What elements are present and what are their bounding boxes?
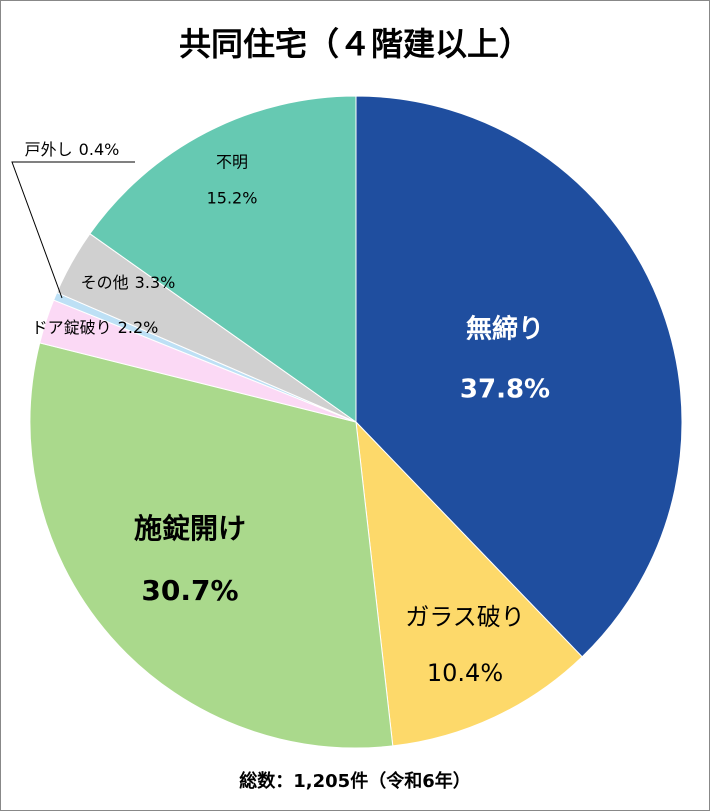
- value-label: 10.4%: [427, 659, 503, 687]
- slice-label: ドア錠破り 2.2%: [32, 318, 159, 337]
- value-label: 2.2%: [118, 318, 159, 337]
- chart-title: 共同住宅（４階建以上）: [179, 25, 531, 63]
- value-label: 37.8%: [460, 375, 550, 405]
- slice-label: ガラス破り: [405, 603, 525, 631]
- slice-label: 無締り: [466, 314, 544, 345]
- value-label: 3.3%: [135, 273, 176, 292]
- category-label: ドア錠破り: [32, 318, 112, 337]
- pie-slice: [89, 95, 357, 423]
- category-label: 戸外し: [25, 140, 73, 159]
- value-label: 0.4%: [79, 140, 120, 159]
- slice-label: 不明: [216, 153, 248, 172]
- value-label: 15.2%: [207, 189, 258, 208]
- slice-label: 戸外し 0.4%: [25, 140, 120, 159]
- slice-label: その他 3.3%: [81, 273, 176, 292]
- category-label: その他: [81, 273, 129, 292]
- pie-slice: [355, 420, 583, 747]
- annotation: 総数：1,205件（令和6年）: [239, 770, 470, 792]
- leader-line: [11, 161, 135, 299]
- pie-slice: [355, 95, 683, 658]
- slice-label: 施錠開け: [134, 512, 246, 545]
- value-label: 30.7%: [141, 574, 238, 607]
- pie-slice: [29, 342, 394, 749]
